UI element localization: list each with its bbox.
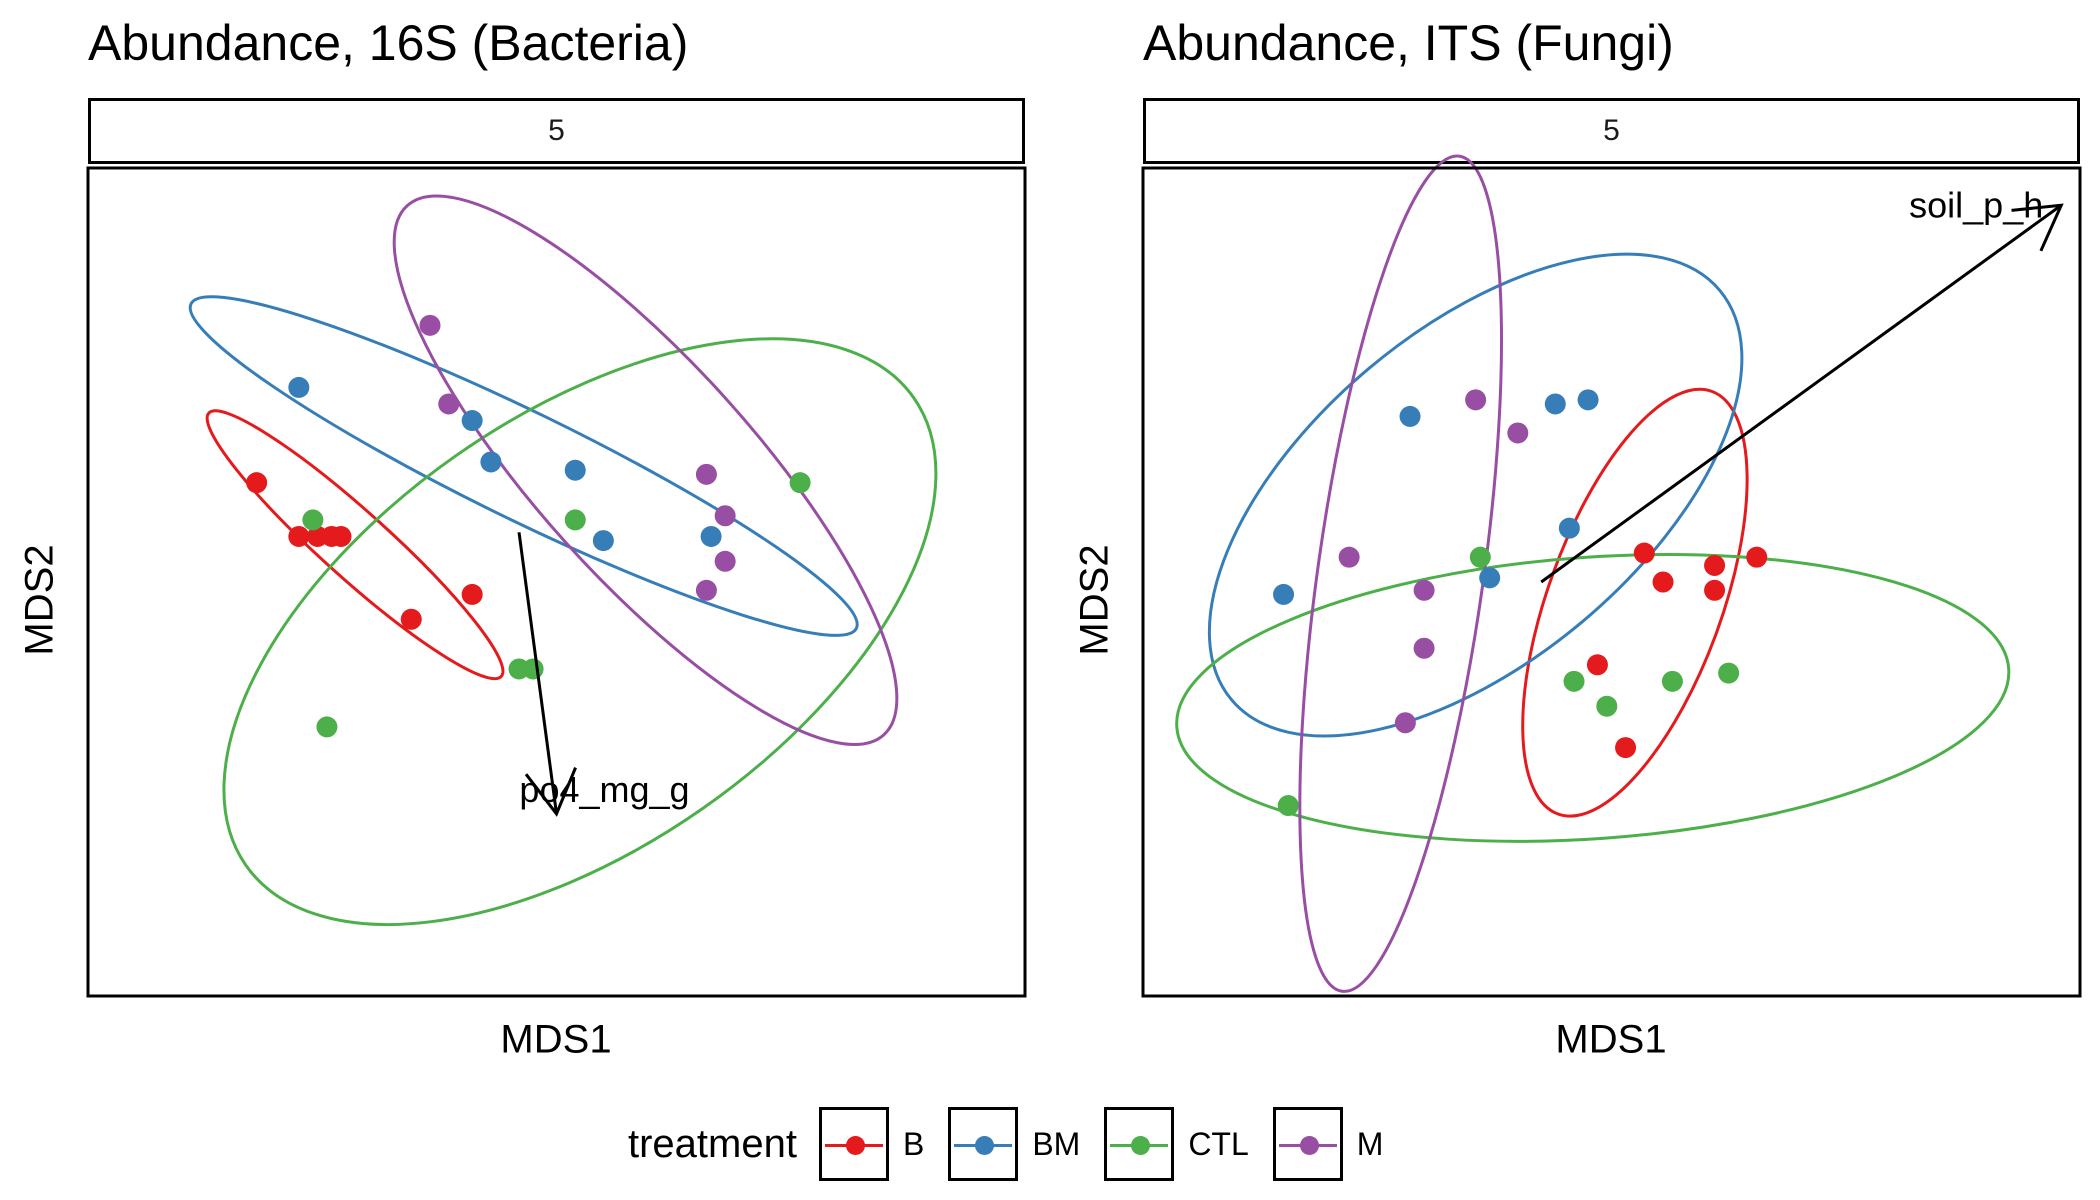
x-axis-label: MDS1 bbox=[500, 1017, 612, 1062]
legend-key-icon bbox=[818, 1107, 889, 1181]
legend-key-icon bbox=[1272, 1107, 1343, 1181]
legend-point bbox=[845, 1136, 865, 1155]
plot-border bbox=[86, 166, 1027, 998]
chart-title: Abundance, 16S (Bacteria) bbox=[88, 15, 689, 71]
legend-item-ctl: CTL bbox=[1104, 1107, 1249, 1181]
point-m bbox=[438, 393, 460, 415]
point-ctl bbox=[1596, 695, 1618, 717]
legend-label: M bbox=[1356, 1125, 1384, 1162]
vector-arrowhead bbox=[524, 767, 577, 817]
ellipse-m bbox=[392, 194, 899, 746]
ellipse-ctl bbox=[1175, 553, 2011, 843]
point-b bbox=[1586, 654, 1608, 676]
point-b bbox=[330, 525, 352, 547]
point-bm bbox=[592, 530, 614, 552]
point-ctl bbox=[1563, 670, 1585, 692]
facet-label: 5 bbox=[548, 114, 565, 147]
legend-item-m: M bbox=[1272, 1107, 1384, 1181]
y-axis-label: MDS2 bbox=[1072, 544, 1117, 656]
point-b bbox=[1633, 542, 1655, 564]
chart-title: Abundance, ITS (Fungi) bbox=[1143, 15, 1674, 71]
point-ctl bbox=[316, 716, 338, 738]
point-b bbox=[461, 583, 483, 605]
ellipse-bm bbox=[1207, 252, 1744, 738]
point-bm bbox=[1399, 405, 1421, 427]
plot-background bbox=[88, 168, 1025, 996]
vector-arrowhead bbox=[2011, 203, 2064, 252]
point-bm bbox=[564, 459, 586, 481]
chart-panel-16s: Abundance, 16S (Bacteria) 5 po4_mg_g MDS… bbox=[0, 0, 1050, 1080]
point-b bbox=[246, 472, 268, 494]
legend-item-b: B bbox=[818, 1107, 925, 1181]
point-bm bbox=[288, 376, 310, 398]
plot-border bbox=[1141, 166, 2082, 998]
legend-point bbox=[975, 1136, 995, 1155]
scatter-plot: soil_p_h bbox=[1141, 154, 2082, 998]
point-m bbox=[1507, 422, 1529, 444]
legend-label: B bbox=[902, 1125, 925, 1162]
vector-label: soil_p_h bbox=[1909, 184, 2043, 225]
point-m bbox=[695, 579, 717, 601]
point-bm bbox=[461, 410, 483, 432]
point-bm bbox=[700, 525, 722, 547]
point-b bbox=[1615, 737, 1637, 759]
legend-point bbox=[1299, 1136, 1319, 1155]
legend-key-icon bbox=[1104, 1107, 1175, 1181]
legend-item-bm: BM bbox=[948, 1107, 1080, 1181]
point-ctl bbox=[789, 472, 811, 494]
x-axis-label: MDS1 bbox=[1555, 1017, 1667, 1062]
point-ctl bbox=[1661, 670, 1683, 692]
point-m bbox=[695, 463, 717, 485]
point-b bbox=[1704, 554, 1726, 576]
point-ctl bbox=[1277, 795, 1299, 817]
point-ctl bbox=[564, 509, 586, 531]
point-m bbox=[1413, 637, 1435, 659]
point-bm bbox=[1558, 517, 1580, 539]
point-m bbox=[714, 505, 736, 527]
point-ctl bbox=[302, 509, 324, 531]
legend-label: BM bbox=[1032, 1125, 1081, 1162]
point-b bbox=[1652, 571, 1674, 593]
facet-strip: 5 bbox=[88, 98, 1025, 164]
y-axis-label: MDS2 bbox=[17, 544, 62, 656]
point-bm bbox=[1273, 583, 1295, 605]
scatter-plot: po4_mg_g bbox=[86, 166, 1027, 998]
vector-line bbox=[1540, 204, 2063, 584]
point-b bbox=[1746, 546, 1768, 568]
point-b bbox=[288, 525, 310, 547]
ellipse-ctl bbox=[222, 337, 938, 927]
point-bm bbox=[1544, 393, 1566, 415]
point-b bbox=[1704, 579, 1726, 601]
facet-strip: 5 bbox=[1143, 98, 2080, 164]
point-b bbox=[400, 608, 422, 630]
facet-label: 5 bbox=[1603, 114, 1620, 147]
legend-title: treatment bbox=[628, 1121, 797, 1166]
point-m bbox=[714, 550, 736, 572]
point-m bbox=[419, 314, 441, 336]
point-ctl bbox=[1718, 662, 1740, 684]
point-m bbox=[1465, 389, 1487, 411]
point-bm bbox=[1577, 389, 1599, 411]
chart-panel-its: Abundance, ITS (Fungi) 5 soil_p_h MDS2 M… bbox=[1055, 0, 2100, 1080]
point-ctl bbox=[1469, 546, 1491, 568]
point-ctl bbox=[522, 658, 544, 680]
legend-point bbox=[1131, 1136, 1151, 1155]
legend: treatment B BM CTL M bbox=[628, 1104, 1407, 1184]
point-bm bbox=[480, 451, 502, 473]
ellipse-bm bbox=[188, 295, 859, 637]
point-m bbox=[1338, 546, 1360, 568]
point-bm bbox=[1479, 567, 1501, 589]
legend-key-icon bbox=[948, 1107, 1019, 1181]
point-m bbox=[1394, 712, 1416, 734]
legend-label: CTL bbox=[1188, 1125, 1249, 1162]
vector-label: po4_mg_g bbox=[519, 769, 689, 810]
point-m bbox=[1413, 579, 1435, 601]
vector-line bbox=[517, 532, 558, 815]
